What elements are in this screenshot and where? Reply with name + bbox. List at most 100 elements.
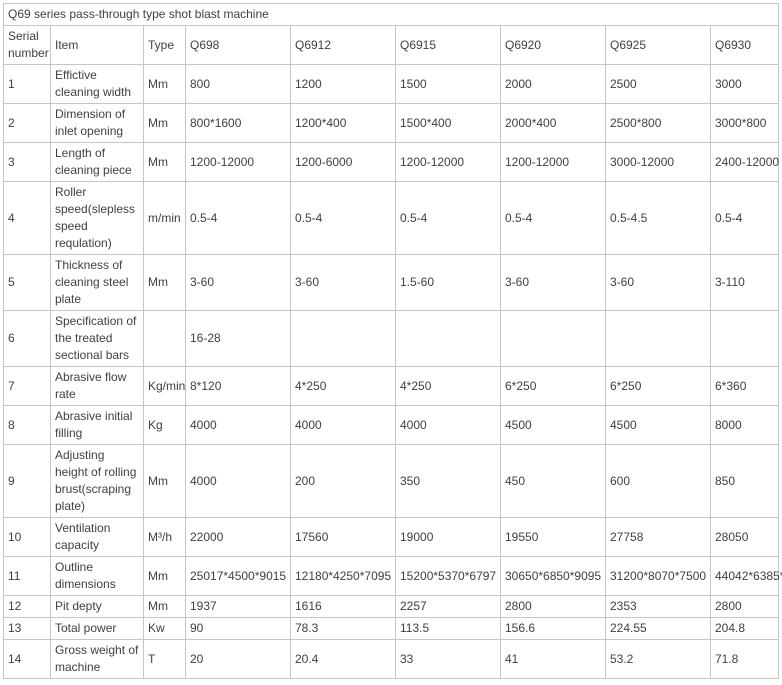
table-row: 2 Dimension of inlet opening Mm 800*1600 120…: [3, 103, 780, 143]
unit-cell: Mm: [143, 64, 186, 104]
value-cell: 800: [185, 64, 291, 104]
value-cell: 2257: [395, 595, 501, 618]
value-cell: 1500*400: [395, 103, 501, 143]
unit-cell: M³/h: [143, 517, 186, 557]
value-cell: 27758: [605, 517, 711, 557]
value-cell: 3000*800: [709, 103, 780, 143]
unit-cell: Mm: [143, 444, 186, 518]
header-row: Serial number Item Type Q698 Q6912 Q6915 Q6920…: [3, 25, 780, 65]
value-cell: 2800: [500, 595, 606, 618]
value-cell: 156.6: [500, 617, 606, 640]
item-cell: Abrasive flow rate: [50, 366, 144, 406]
value-cell: 3000: [709, 64, 780, 104]
item-cell: Specification of the treated sectional b…: [50, 310, 144, 367]
serial-cell: 3: [3, 142, 51, 182]
item-cell: Pit depty: [50, 595, 144, 618]
value-cell: 16-28: [185, 310, 291, 367]
item-cell: Abrasive initial filling: [50, 405, 144, 445]
value-cell: 17560: [290, 517, 396, 557]
value-cell: 2800: [709, 595, 780, 618]
value-cell: 4000: [290, 405, 396, 445]
table-row: 8 Abrasive initial filling Kg 4000 4000 4000 4…: [3, 405, 780, 445]
column-header: Q6930: [709, 25, 780, 65]
serial-cell: 11: [3, 556, 51, 596]
value-cell: 3-60: [500, 254, 606, 311]
table-row: 5 Thickness of cleaning steel plate Mm 3-60…: [3, 254, 780, 311]
value-cell: 1937: [185, 595, 291, 618]
serial-cell: 5: [3, 254, 51, 311]
value-cell: 2400-12000: [709, 142, 780, 182]
value-cell: 53.2: [605, 639, 711, 679]
value-cell: 1200-12000: [500, 142, 606, 182]
unit-cell: Mm: [143, 254, 186, 311]
value-cell: 12180*4250*7095: [290, 556, 396, 596]
table-row: 10 Ventilation capacity M³/h 22000 17560 1900…: [3, 517, 780, 557]
value-cell: 90: [185, 617, 291, 640]
value-cell: 4*250: [290, 366, 396, 406]
value-cell: 25017*4500*9015: [185, 556, 291, 596]
value-cell: 350: [395, 444, 501, 518]
value-cell: 3-60: [185, 254, 291, 311]
value-cell: 3-60: [605, 254, 711, 311]
column-header: Q6925: [605, 25, 711, 65]
table-row: 3 Length of cleaning piece Mm 1200-12000 120…: [3, 142, 780, 182]
item-cell: Gross weight of machine: [50, 639, 144, 679]
item-cell: Outline dimensions: [50, 556, 144, 596]
value-cell: 19550: [500, 517, 606, 557]
value-cell: 20.4: [290, 639, 396, 679]
value-cell: 2000*400: [500, 103, 606, 143]
column-header: Q698: [185, 25, 291, 65]
serial-cell: 6: [3, 310, 51, 367]
table-row: 1 Effictive cleaning width Mm 800 1200 1500 20…: [3, 64, 780, 104]
value-cell: 1616: [290, 595, 396, 618]
title-row: Q69 series pass-through type shot blast …: [2, 3, 780, 26]
item-cell: Roller speed(slepless speed requlation): [50, 181, 144, 255]
value-cell: 3-110: [709, 254, 780, 311]
serial-cell: 2: [3, 103, 51, 143]
value-cell: 30650*6850*9095: [500, 556, 606, 596]
table-row: 6 Specification of the treated sectional …: [3, 310, 780, 367]
serial-cell: 12: [3, 595, 51, 618]
value-cell: 4500: [605, 405, 711, 445]
value-cell: 2353: [605, 595, 711, 618]
value-cell: 1500: [395, 64, 501, 104]
value-cell: 6*360: [709, 366, 780, 406]
item-cell: Ventilation capacity: [50, 517, 144, 557]
unit-cell: Kg: [143, 405, 186, 445]
unit-cell: m/min: [143, 181, 186, 255]
table-row: 14 Gross weight of machine T 20 20.4 33 41 53.2…: [3, 639, 780, 679]
value-cell: 2500*800: [605, 103, 711, 143]
value-cell: 15200*5370*6797: [395, 556, 501, 596]
value-cell: 33: [395, 639, 501, 679]
value-cell: 800*1600: [185, 103, 291, 143]
item-cell: Dimension of inlet opening: [50, 103, 144, 143]
value-cell: 3000-12000: [605, 142, 711, 182]
unit-cell: Mm: [143, 556, 186, 596]
item-cell: Total power: [50, 617, 144, 640]
column-header: Q6915: [395, 25, 501, 65]
unit-cell: Mm: [143, 595, 186, 618]
value-cell: 4*250: [395, 366, 501, 406]
value-cell: 2500: [605, 64, 711, 104]
value-cell: 20: [185, 639, 291, 679]
value-cell: 8000: [709, 405, 780, 445]
value-cell: 600: [605, 444, 711, 518]
table-row: 11 Outline dimensions Mm 25017*4500*9015 121…: [3, 556, 782, 596]
value-cell: 450: [500, 444, 606, 518]
table-row: 7 Abrasive flow rate Kg/min 8*120 4*250 4*250…: [3, 366, 780, 406]
value-cell: 2000: [500, 64, 606, 104]
value-cell: 44042*6385*: [709, 556, 782, 596]
value-cell: 71.8: [709, 639, 780, 679]
serial-cell: 1: [3, 64, 51, 104]
column-header: Type: [143, 25, 186, 65]
value-cell: 6*250: [500, 366, 606, 406]
value-cell: 31200*8070*7500: [605, 556, 711, 596]
serial-cell: 10: [3, 517, 51, 557]
value-cell: 0.5-4: [709, 181, 780, 255]
value-cell: [395, 310, 501, 367]
column-header: Q6920: [500, 25, 606, 65]
value-cell: 8*120: [185, 366, 291, 406]
unit-cell: [143, 310, 186, 367]
value-cell: 0.5-4.5: [605, 181, 711, 255]
